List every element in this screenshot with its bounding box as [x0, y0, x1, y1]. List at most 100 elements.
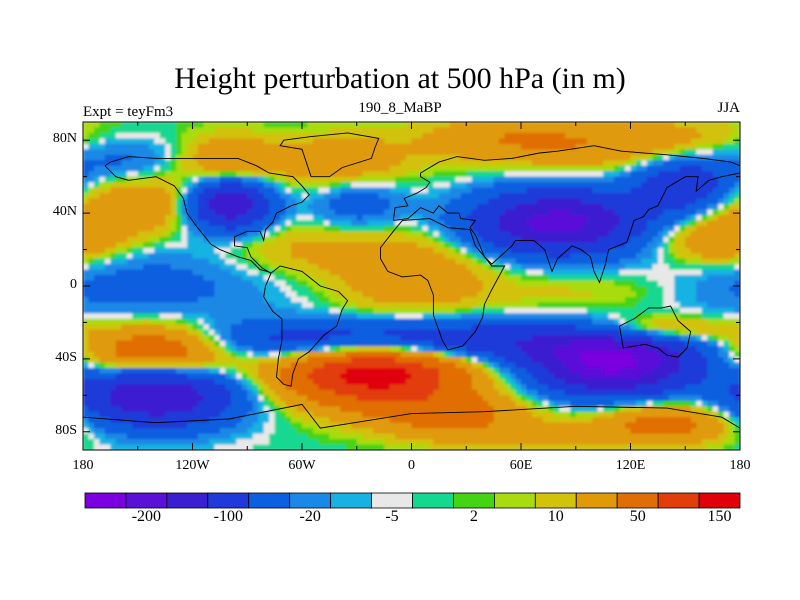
field-cell: [126, 171, 133, 178]
field-cell: [83, 132, 90, 139]
field-cell: [291, 302, 298, 309]
field-cell: [608, 127, 615, 134]
field-cell: [181, 220, 188, 227]
field-cell: [723, 165, 730, 172]
field-cell: [159, 335, 166, 342]
field-cell: [165, 132, 172, 139]
field-cell: [444, 127, 451, 134]
field-cell: [723, 143, 730, 150]
field-cell: [132, 313, 139, 320]
field-cell: [499, 253, 506, 260]
field-cell: [679, 220, 686, 227]
field-cell: [263, 247, 270, 254]
field-cell: [449, 275, 456, 282]
field-cell: [526, 247, 533, 254]
field-cell: [641, 220, 648, 227]
field-cell: [586, 122, 593, 129]
field-cell: [581, 280, 588, 287]
field-cell: [274, 198, 281, 205]
field-cell: [143, 275, 150, 282]
field-cell: [176, 302, 183, 309]
field-cell: [663, 307, 670, 314]
field-cell: [570, 204, 577, 211]
field-cell: [630, 329, 637, 336]
field-cell: [170, 209, 177, 216]
field-cell: [389, 324, 396, 331]
field-cell: [575, 313, 582, 320]
field-cell: [187, 193, 194, 200]
field-cell: [460, 171, 467, 178]
field-cell: [241, 176, 248, 183]
field-cell: [548, 335, 555, 342]
field-cell: [427, 280, 434, 287]
field-cell: [176, 187, 183, 194]
field-cell: [329, 269, 336, 276]
field-cell: [219, 143, 226, 150]
field-cell: [553, 253, 560, 260]
field-cell: [406, 187, 413, 194]
field-cell: [548, 187, 555, 194]
field-cell: [416, 198, 424, 205]
field-cell: [252, 138, 259, 145]
field-cell: [581, 204, 588, 211]
field-cell: [652, 275, 659, 282]
field-cell: [608, 225, 615, 232]
field-cell: [110, 154, 117, 161]
field-cell: [455, 193, 462, 200]
field-cell: [586, 280, 593, 287]
field-cell: [460, 291, 467, 298]
field-cell: [515, 264, 522, 271]
field-cell: [559, 275, 566, 282]
field-cell: [318, 154, 325, 161]
field-cell: [449, 329, 456, 336]
field-cell: [734, 291, 740, 298]
field-cell: [126, 127, 133, 134]
field-cell: [679, 253, 686, 260]
field-cell: [488, 171, 495, 178]
field-cell: [247, 209, 254, 216]
field-cell: [515, 214, 522, 221]
field-cell: [312, 165, 320, 172]
field-cell: [641, 187, 648, 194]
field-cell: [367, 329, 374, 336]
field-cell: [312, 154, 320, 161]
field-cell: [570, 313, 577, 320]
field-cell: [121, 318, 128, 325]
field-cell: [581, 187, 588, 194]
field-cell: [307, 324, 314, 331]
field-cell: [323, 247, 330, 254]
field-cell: [187, 176, 194, 183]
field-cell: [630, 307, 637, 314]
field-cell: [674, 220, 681, 227]
field-cell: [663, 198, 670, 205]
field-cell: [734, 209, 740, 216]
field-cell: [258, 258, 265, 265]
field-cell: [329, 253, 336, 260]
field-cell: [690, 335, 697, 342]
field-cell: [203, 165, 210, 172]
field-cell: [630, 122, 637, 129]
field-cell: [625, 329, 632, 336]
field-cell: [132, 340, 139, 347]
field-cell: [99, 253, 106, 260]
field-cell: [356, 286, 363, 293]
field-cell: [203, 204, 210, 211]
field-cell: [197, 318, 205, 325]
field-cell: [510, 149, 517, 156]
field-cell: [466, 220, 473, 227]
field-cell: [137, 231, 144, 238]
field-cell: [422, 204, 429, 211]
field-cell: [323, 182, 330, 189]
field-cell: [132, 236, 139, 243]
field-cell: [548, 176, 555, 183]
field-cell: [302, 329, 309, 336]
field-cell: [581, 198, 588, 205]
field-cell: [515, 204, 522, 211]
field-cell: [208, 247, 215, 254]
field-cell: [203, 275, 210, 282]
field-cell: [685, 313, 692, 320]
field-cell: [411, 171, 418, 178]
field-cell: [411, 143, 418, 150]
field-cell: [406, 296, 413, 303]
field-cell: [411, 258, 418, 265]
